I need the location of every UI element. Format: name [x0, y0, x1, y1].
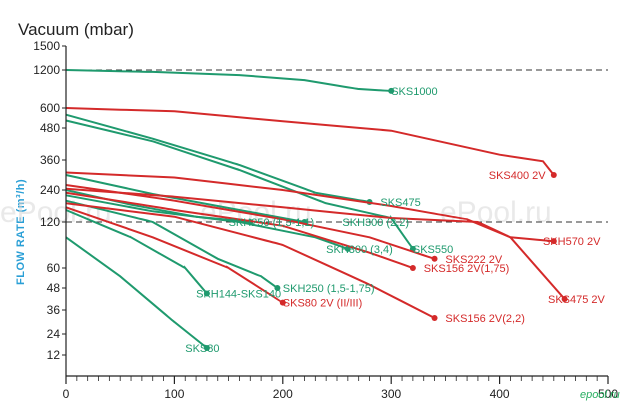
series-line [65, 184, 436, 260]
series-line [65, 206, 284, 304]
series-line [65, 199, 279, 290]
y-tick-label: 360 [40, 153, 60, 167]
series-end-point [279, 299, 286, 306]
series-label: SKH300 (2,2) [342, 217, 409, 229]
watermark-text: ePool.ru [440, 196, 552, 229]
series-label: SKS550 [413, 244, 453, 256]
series-line [65, 236, 208, 349]
x-tick-label: 100 [164, 387, 184, 401]
x-tick-label: 400 [490, 387, 510, 401]
series-label: SKS1000 [391, 86, 437, 98]
series-label: SKH570 2V [543, 236, 601, 248]
y-tick-label: 480 [40, 121, 60, 135]
watermark-text: ePool.ru [0, 196, 112, 229]
y-tick-label: 24 [47, 327, 61, 341]
series-label: SKS156 2V(1,75) [424, 263, 510, 275]
series-end-point [388, 87, 395, 94]
series-label: SKH144-SKS140 [196, 289, 281, 301]
y-tick-label: 120 [40, 215, 60, 229]
y-tick-label: 12 [47, 348, 61, 362]
series-label: SKS475 [380, 197, 420, 209]
series-label: SKH250 (1,3-1,1) [229, 217, 315, 229]
series-end-point [561, 296, 568, 302]
x-tick-label: 500 [598, 387, 618, 401]
series-end-point [431, 255, 438, 262]
series-label: SKS80 2V (II/III) [283, 298, 362, 310]
series-line [65, 209, 208, 295]
series-line [65, 174, 306, 223]
x-tick-label: 0 [63, 387, 70, 401]
series-label: SKS400 2V [489, 170, 547, 182]
series-line [65, 191, 414, 269]
series-end-point [431, 315, 438, 321]
series-line [65, 107, 555, 176]
series-line [65, 113, 371, 203]
series-label: SKS222 2V [445, 254, 503, 266]
y-tick-label: 48 [47, 281, 61, 295]
series-label: SKS80 [185, 343, 219, 355]
series-line [65, 202, 436, 319]
epool-logo: epool.ru [580, 389, 620, 401]
y-tick-label: 240 [40, 183, 60, 197]
series-group [65, 69, 568, 351]
x-tick-label: 300 [381, 387, 401, 401]
y-tick-label: 36 [47, 303, 61, 317]
y-tick-label: 1200 [33, 63, 60, 77]
series-labels: SKS1000 SKS475 SKS550 SKH300 (2,2) SKH250 (1… [185, 86, 605, 355]
series-end-point [274, 285, 281, 291]
x-tick-label: 200 [273, 387, 293, 401]
series-end-point [409, 265, 416, 271]
y-tick-label: 60 [47, 261, 61, 275]
series-label: SKH300 (3,4) [326, 244, 393, 256]
y-axis-label: FLOW RATE (m³/h) [15, 179, 27, 285]
series-label: SKS475 2V [548, 294, 606, 306]
chart-title: Vacuum (mbar) [18, 20, 134, 39]
series-end-point [550, 172, 557, 178]
y-tick-label: 600 [40, 101, 60, 115]
series-line [65, 187, 566, 301]
series-line [65, 69, 393, 92]
series-label: SKS156 2V(2,2) [445, 313, 525, 325]
series-label: SKH250 (1,5-1,75) [283, 283, 375, 295]
series-end-point [203, 345, 210, 351]
series-line [65, 194, 349, 250]
series-line [65, 119, 414, 250]
grid [66, 69, 608, 223]
series-end-point [550, 238, 557, 245]
y-tick-label: 1500 [33, 39, 60, 53]
series-end-point [203, 290, 210, 297]
